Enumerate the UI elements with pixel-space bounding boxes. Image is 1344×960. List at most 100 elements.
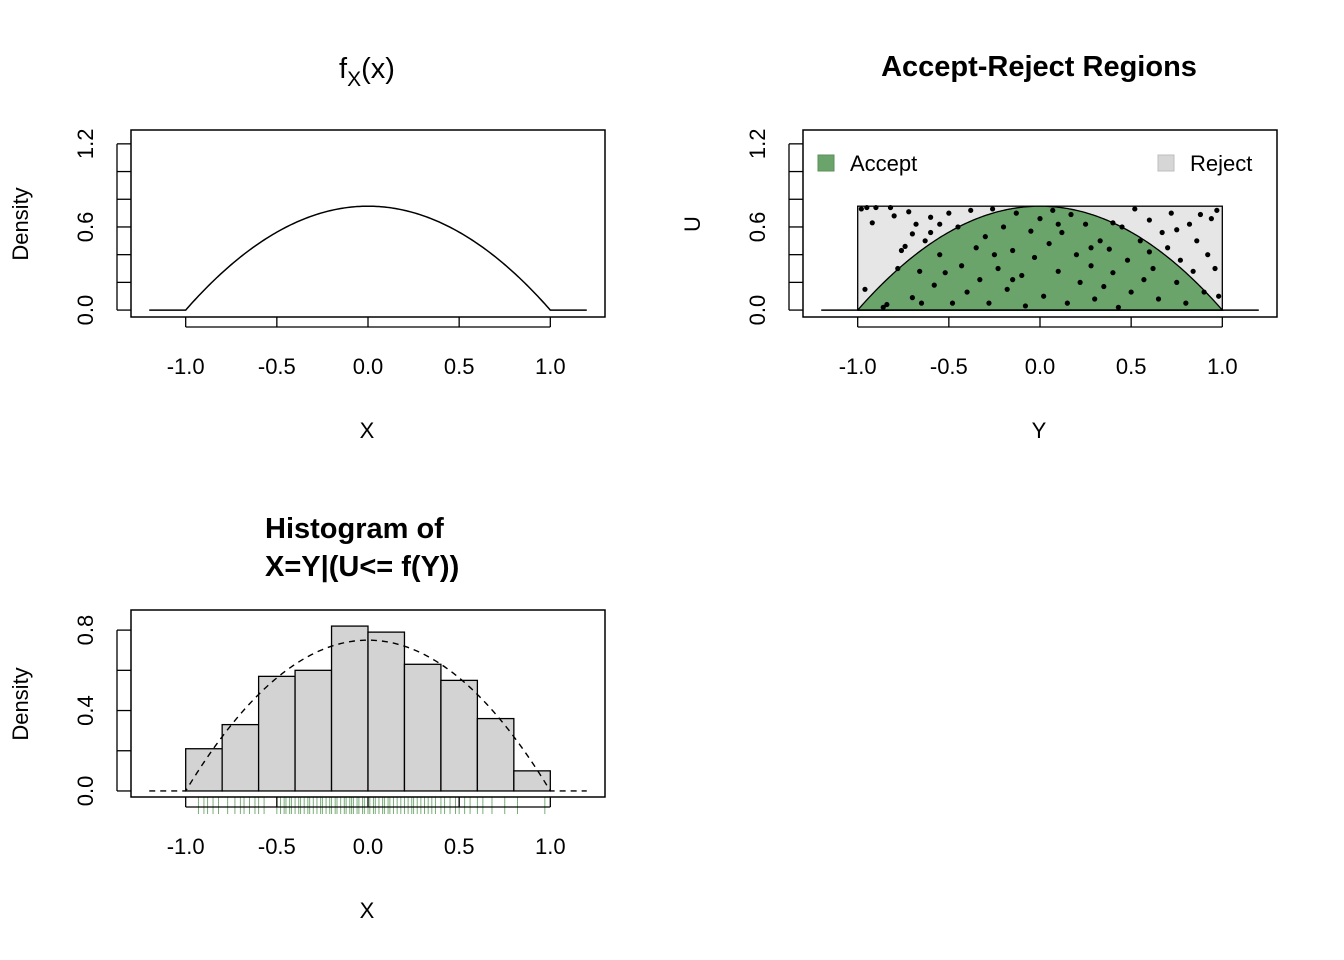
histogram-bar bbox=[185, 748, 223, 792]
histogram-bar bbox=[330, 625, 369, 792]
plot-frame bbox=[802, 129, 1278, 318]
accept-region bbox=[856, 205, 1224, 311]
scatter-point bbox=[1208, 216, 1214, 222]
x-tick-label: 1.0 bbox=[1207, 354, 1238, 379]
x-tick-label: 0.0 bbox=[353, 834, 384, 859]
y-tick-label: 1.2 bbox=[745, 129, 770, 160]
scatter-point bbox=[959, 263, 965, 269]
y-tick-label: 0.0 bbox=[73, 295, 98, 326]
histogram-bar bbox=[513, 770, 551, 792]
scatter-point bbox=[991, 252, 998, 258]
scatter-point bbox=[1119, 224, 1125, 230]
scatter-point bbox=[946, 210, 952, 216]
scatter-point bbox=[1214, 207, 1220, 213]
scatter-point bbox=[1055, 268, 1061, 274]
x-tick-label: -1.0 bbox=[839, 354, 877, 379]
x-axis-label: Y bbox=[1032, 418, 1047, 443]
scatter-point bbox=[937, 221, 943, 227]
scatter-point bbox=[1137, 238, 1143, 244]
scatter-point bbox=[1059, 229, 1065, 236]
plot-area: -1.0 -0.5 0.0 0.5 1.0 0.0 0.6 1.2 bbox=[745, 129, 1278, 379]
scatter-point bbox=[982, 234, 988, 240]
histogram-bar bbox=[403, 663, 442, 792]
scatter-point bbox=[1073, 252, 1080, 258]
scatter-point bbox=[1159, 229, 1165, 236]
chart-title: fX(x) bbox=[339, 53, 395, 91]
histogram-bar bbox=[294, 669, 333, 792]
plot-area: -1.0 -0.5 0.0 0.5 1.0 0.0 0.4 0.8 bbox=[73, 609, 606, 859]
y-tick-label: 0.4 bbox=[73, 695, 98, 726]
panel-accept-reject: Accept-Reject Regions -1.0 -0.5 0.0 0.5 1.0 0… bbox=[680, 51, 1278, 443]
scatter-point bbox=[1019, 272, 1025, 279]
scatter-point bbox=[1177, 257, 1183, 263]
scatter-point bbox=[1050, 207, 1056, 213]
scatter-point bbox=[1155, 296, 1162, 302]
scatter-point bbox=[1146, 249, 1152, 255]
x-tick-label: -0.5 bbox=[930, 354, 968, 379]
scatter-point bbox=[1106, 246, 1112, 252]
histogram-bar bbox=[440, 679, 479, 792]
scatter-point bbox=[955, 224, 961, 230]
x-tick-label: -0.5 bbox=[258, 354, 296, 379]
scatter-point bbox=[880, 304, 886, 310]
chart-title-line-2: X=Y|(U<= f(Y)) bbox=[265, 551, 459, 583]
scatter-point bbox=[964, 289, 970, 295]
legend-swatch-reject bbox=[1157, 154, 1175, 172]
scatter-point bbox=[891, 213, 897, 219]
scatter-point bbox=[1028, 228, 1034, 234]
histogram-bar bbox=[367, 631, 406, 792]
scatter-point bbox=[917, 268, 923, 274]
scatter-point bbox=[1201, 289, 1207, 295]
x-tick-label: 1.0 bbox=[535, 834, 566, 859]
histogram-bar bbox=[476, 717, 515, 792]
x-tick-label: -0.5 bbox=[258, 834, 296, 859]
scatter-point bbox=[1212, 265, 1218, 272]
scatter-point bbox=[922, 238, 928, 244]
scatter-point bbox=[942, 270, 948, 276]
y-tick-label: 0.8 bbox=[73, 615, 98, 646]
scatter-point bbox=[1183, 300, 1189, 306]
scatter-point bbox=[869, 220, 875, 226]
scatter-point bbox=[1165, 245, 1171, 251]
scatter-point bbox=[913, 221, 919, 227]
scatter-point bbox=[1097, 238, 1103, 244]
scatter-point bbox=[1110, 220, 1116, 226]
y-axis-label: Density bbox=[8, 667, 33, 740]
scatter-point bbox=[1022, 303, 1029, 309]
scatter-point bbox=[1082, 221, 1089, 227]
panel-histogram: Histogram of X=Y|(U<= f(Y)) -1.0 -0.5 0.0 0… bbox=[8, 513, 606, 923]
scatter-point bbox=[1128, 289, 1134, 295]
scatter-point bbox=[906, 209, 912, 215]
scatter-point bbox=[1092, 296, 1098, 302]
scatter-point bbox=[1046, 240, 1052, 247]
scatter-point bbox=[1174, 227, 1180, 233]
y-tick-label: 0.0 bbox=[745, 295, 770, 326]
scatter-point bbox=[873, 204, 879, 211]
scatter-point bbox=[1174, 279, 1180, 285]
plot-area: -1.0 -0.5 0.0 0.5 1.0 0.0 0.6 1.2 bbox=[73, 129, 606, 379]
scatter-point bbox=[862, 286, 868, 292]
x-tick-label: 0.0 bbox=[1025, 354, 1056, 379]
legend-label-reject: Reject bbox=[1190, 151, 1252, 176]
y-tick-label: 0.6 bbox=[73, 212, 98, 243]
x-tick-label: -1.0 bbox=[167, 354, 205, 379]
scatter-point bbox=[1077, 279, 1083, 285]
scatter-point bbox=[968, 207, 974, 213]
scatter-point bbox=[928, 229, 934, 236]
scatter-point bbox=[1064, 300, 1070, 306]
scatter-point bbox=[931, 282, 937, 288]
scatter-point bbox=[1037, 216, 1043, 222]
x-tick-label: 0.0 bbox=[353, 354, 384, 379]
scatter-point bbox=[1197, 211, 1204, 218]
scatter-point bbox=[909, 295, 915, 301]
scatter-point bbox=[1041, 293, 1047, 299]
scatter-point bbox=[1194, 238, 1200, 244]
density-curve-dashed bbox=[149, 639, 587, 792]
histogram-bar bbox=[221, 723, 260, 792]
chart-title: Accept-Reject Regions bbox=[881, 51, 1197, 83]
scatter-point bbox=[1088, 245, 1094, 251]
scatter-point bbox=[898, 247, 905, 254]
x-tick-label: 0.5 bbox=[444, 834, 475, 859]
plot-frame bbox=[130, 609, 606, 798]
